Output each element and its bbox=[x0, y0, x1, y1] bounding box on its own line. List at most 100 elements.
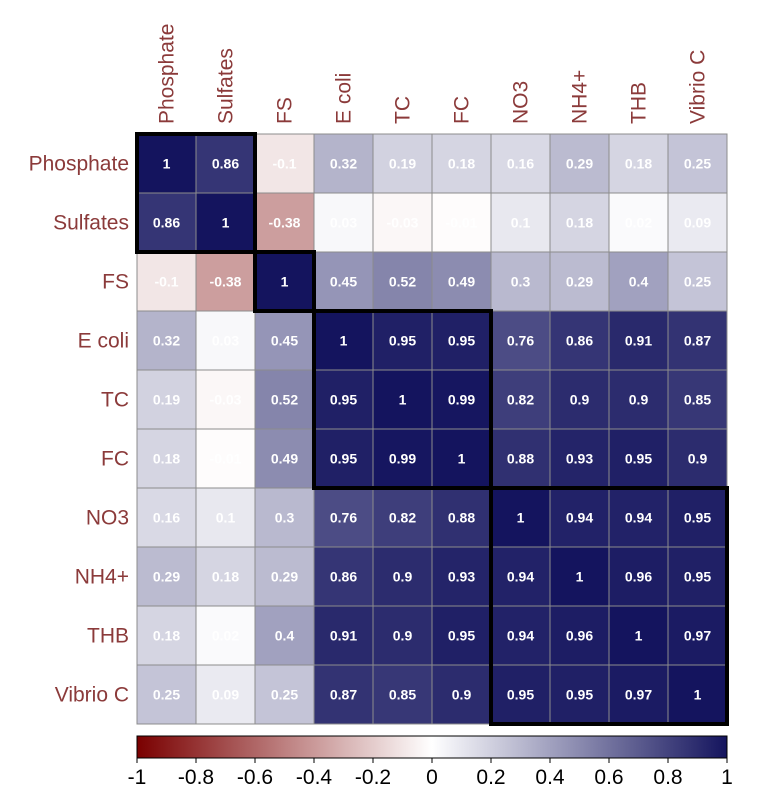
cell-value-label: 0.29 bbox=[271, 569, 298, 585]
cell-value-label: 0.9 bbox=[688, 451, 708, 467]
heatmap-cell bbox=[195, 605, 256, 666]
cell-value-label: -0.01 bbox=[446, 215, 478, 231]
heatmap-cell bbox=[490, 310, 551, 371]
heatmap-cell bbox=[136, 310, 197, 371]
heatmap-cell bbox=[313, 428, 374, 489]
cluster-boxes bbox=[135, 132, 729, 726]
cell-value-label: 0.09 bbox=[212, 687, 239, 703]
heatmap-cell bbox=[136, 664, 197, 725]
heatmap-cell bbox=[372, 369, 433, 430]
column-label: Sulfates bbox=[215, 48, 238, 124]
heatmap-cell bbox=[136, 605, 197, 666]
cell-value-label: 1 bbox=[458, 451, 466, 467]
colorbar: -1 -0.8 -0.6 -0.4 -0.2 0 0.2 0.4 0.6 0.8 1 bbox=[128, 735, 733, 789]
cell-value-label: 0.02 bbox=[212, 628, 239, 644]
row-label: THB bbox=[87, 625, 129, 648]
cluster-box bbox=[489, 486, 729, 726]
heatmap-cell bbox=[254, 133, 315, 194]
heatmap-cell bbox=[313, 664, 374, 725]
heatmap-cell bbox=[372, 251, 433, 312]
cell-value-label: 0.86 bbox=[212, 156, 239, 172]
cell-value-label: -0.38 bbox=[210, 274, 242, 290]
column-labels: Phosphate Sulfates FS E coli TC FC NO3 NH4+ THB V… bbox=[156, 24, 710, 124]
cell-value-label: 0.52 bbox=[389, 274, 416, 290]
cell-value-label: 0.18 bbox=[566, 215, 593, 231]
heatmap-cell bbox=[667, 133, 728, 194]
cluster-box bbox=[253, 250, 316, 313]
cell-value-label: 0.95 bbox=[448, 628, 475, 644]
heatmap-cell bbox=[431, 133, 492, 194]
cell-value-label: 0.96 bbox=[625, 569, 652, 585]
heatmap-cell bbox=[490, 192, 551, 253]
cell-value-label: -0.1 bbox=[154, 274, 178, 290]
heatmap-cell bbox=[136, 487, 197, 548]
cell-value-label: 0.95 bbox=[684, 510, 711, 526]
cell-value-label: 0.97 bbox=[625, 687, 652, 703]
heatmap-cell bbox=[549, 664, 610, 725]
cell-value-label: 0.4 bbox=[629, 274, 649, 290]
cell-value-label: 1 bbox=[222, 215, 230, 231]
heatmap-cell bbox=[431, 487, 492, 548]
cell-value-label: 0.32 bbox=[153, 333, 180, 349]
cell-value-label: 1 bbox=[281, 274, 289, 290]
heatmap-cell bbox=[372, 664, 433, 725]
colorbar-tick-label: 0.6 bbox=[594, 766, 623, 789]
heatmap-cell bbox=[136, 133, 197, 194]
cell-value-label: 0.95 bbox=[507, 687, 534, 703]
heatmap-cell bbox=[372, 428, 433, 489]
colorbar-tick-label: -1 bbox=[128, 766, 147, 789]
heatmap-cell bbox=[313, 192, 374, 253]
cell-value-label: 0.3 bbox=[275, 510, 295, 526]
heatmap-cell bbox=[549, 133, 610, 194]
heatmap-cell bbox=[608, 251, 669, 312]
cell-value-label: 0.94 bbox=[507, 628, 534, 644]
column-label: Vibrio C bbox=[687, 50, 710, 124]
cell-value-label: 0.18 bbox=[153, 451, 180, 467]
heatmap-cell bbox=[431, 664, 492, 725]
heatmap-cell bbox=[372, 546, 433, 607]
cells-layer: 1 0.86 -0.1 0.32 0.19 0.18 0.16 0.29 0.18 0.25 0.8… bbox=[136, 133, 728, 725]
heatmap-cell bbox=[195, 369, 256, 430]
cell-value-label: 0.29 bbox=[153, 569, 180, 585]
cell-value-label: 1 bbox=[399, 392, 407, 408]
row-label: NH4+ bbox=[75, 566, 129, 589]
cell-value-label: 0.95 bbox=[684, 569, 711, 585]
cell-value-label: 0.16 bbox=[153, 510, 180, 526]
heatmap-cell bbox=[490, 251, 551, 312]
colorbar-tick-label: 0.8 bbox=[653, 766, 682, 789]
cell-value-label: 0.85 bbox=[684, 392, 711, 408]
row-label: Sulfates bbox=[53, 212, 129, 235]
heatmap-cell bbox=[549, 369, 610, 430]
heatmap-cell bbox=[490, 546, 551, 607]
cell-value-label: 0.91 bbox=[330, 628, 357, 644]
row-label: FC bbox=[101, 448, 129, 471]
cell-value-label: 0.9 bbox=[452, 687, 472, 703]
cell-value-label: 0.94 bbox=[507, 569, 534, 585]
column-label: FC bbox=[451, 96, 474, 124]
heatmap-cell bbox=[254, 664, 315, 725]
cell-value-label: 0.86 bbox=[566, 333, 593, 349]
heatmap-cell bbox=[254, 251, 315, 312]
row-label: NO3 bbox=[86, 507, 129, 530]
cell-value-label: 0.52 bbox=[271, 392, 298, 408]
heatmap-cell bbox=[667, 487, 728, 548]
heatmap-cell bbox=[431, 310, 492, 371]
cell-value-label: 0.25 bbox=[271, 687, 298, 703]
row-label: Phosphate bbox=[29, 153, 129, 176]
cell-value-label: 0.09 bbox=[684, 215, 711, 231]
cell-value-label: 0.82 bbox=[507, 392, 534, 408]
cell-value-label: 0.9 bbox=[570, 392, 590, 408]
cell-value-label: 0.32 bbox=[330, 156, 357, 172]
heatmap-cell bbox=[372, 605, 433, 666]
heatmap-cell bbox=[549, 251, 610, 312]
cell-value-label: 0.9 bbox=[393, 569, 413, 585]
cell-value-label: 0.49 bbox=[271, 451, 298, 467]
cluster-box bbox=[312, 309, 493, 490]
cell-value-label: 1 bbox=[163, 156, 171, 172]
cell-value-label: 0.9 bbox=[393, 628, 413, 644]
heatmap-cell bbox=[195, 546, 256, 607]
cell-value-label: 0.9 bbox=[629, 392, 649, 408]
heatmap-cell bbox=[608, 428, 669, 489]
cell-value-label: 1 bbox=[340, 333, 348, 349]
colorbar-tick-label: 1 bbox=[721, 766, 733, 789]
